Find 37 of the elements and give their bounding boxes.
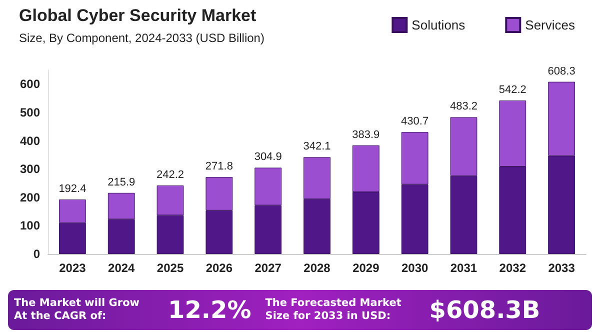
x-tick-label: 2032 bbox=[499, 261, 526, 275]
total-label: 215.9 bbox=[108, 176, 136, 188]
total-label: 483.2 bbox=[450, 100, 478, 113]
x-tick-label: 2027 bbox=[254, 261, 282, 275]
total-label: 542.2 bbox=[498, 84, 526, 96]
total-label: 608.3 bbox=[548, 65, 576, 78]
chart-title: Global Cyber Security Market bbox=[19, 6, 256, 25]
y-tick-label: 500 bbox=[20, 105, 40, 120]
total-label: 192.4 bbox=[58, 183, 86, 196]
x-tick-label: 2029 bbox=[352, 261, 380, 275]
total-label: 430.7 bbox=[401, 116, 429, 128]
total-label: 342.1 bbox=[303, 140, 331, 153]
y-tick-label: 200 bbox=[20, 190, 40, 204]
y-tick-label: 400 bbox=[20, 134, 40, 148]
y-tick-label: 300 bbox=[20, 162, 40, 176]
text: The Market will Grow At the CAGR of: bbox=[13, 297, 140, 323]
x-tick-label: 2023 bbox=[59, 261, 86, 275]
y-tick-label: 600 bbox=[20, 77, 40, 92]
total-label: 242.2 bbox=[156, 168, 184, 181]
text: $608.3B bbox=[428, 296, 542, 324]
total-label: 304.9 bbox=[254, 151, 282, 164]
x-tick-label: 2031 bbox=[450, 261, 478, 275]
text: The Forecasted Market Size for 2033 in USD: bbox=[264, 297, 402, 323]
y-tick-label: 100 bbox=[20, 218, 40, 233]
y-tick-label: 0 bbox=[33, 247, 40, 261]
x-tick-label: 2033 bbox=[548, 261, 576, 275]
x-tick-label: 2025 bbox=[156, 261, 184, 275]
total-label: 383.9 bbox=[352, 128, 380, 141]
chart-subtitle: Size, By Component, 2024-2033 (USD Billion) bbox=[19, 31, 264, 45]
x-tick-label: 2024 bbox=[108, 261, 136, 275]
x-tick-label: 2030 bbox=[401, 261, 428, 275]
text: 12.2% bbox=[167, 296, 252, 324]
legend-label: Solutions bbox=[412, 18, 466, 32]
total-label: 271.8 bbox=[205, 160, 233, 173]
legend-label: Services bbox=[525, 18, 576, 32]
x-tick-label: 2026 bbox=[206, 261, 233, 275]
x-tick-label: 2028 bbox=[304, 261, 331, 275]
